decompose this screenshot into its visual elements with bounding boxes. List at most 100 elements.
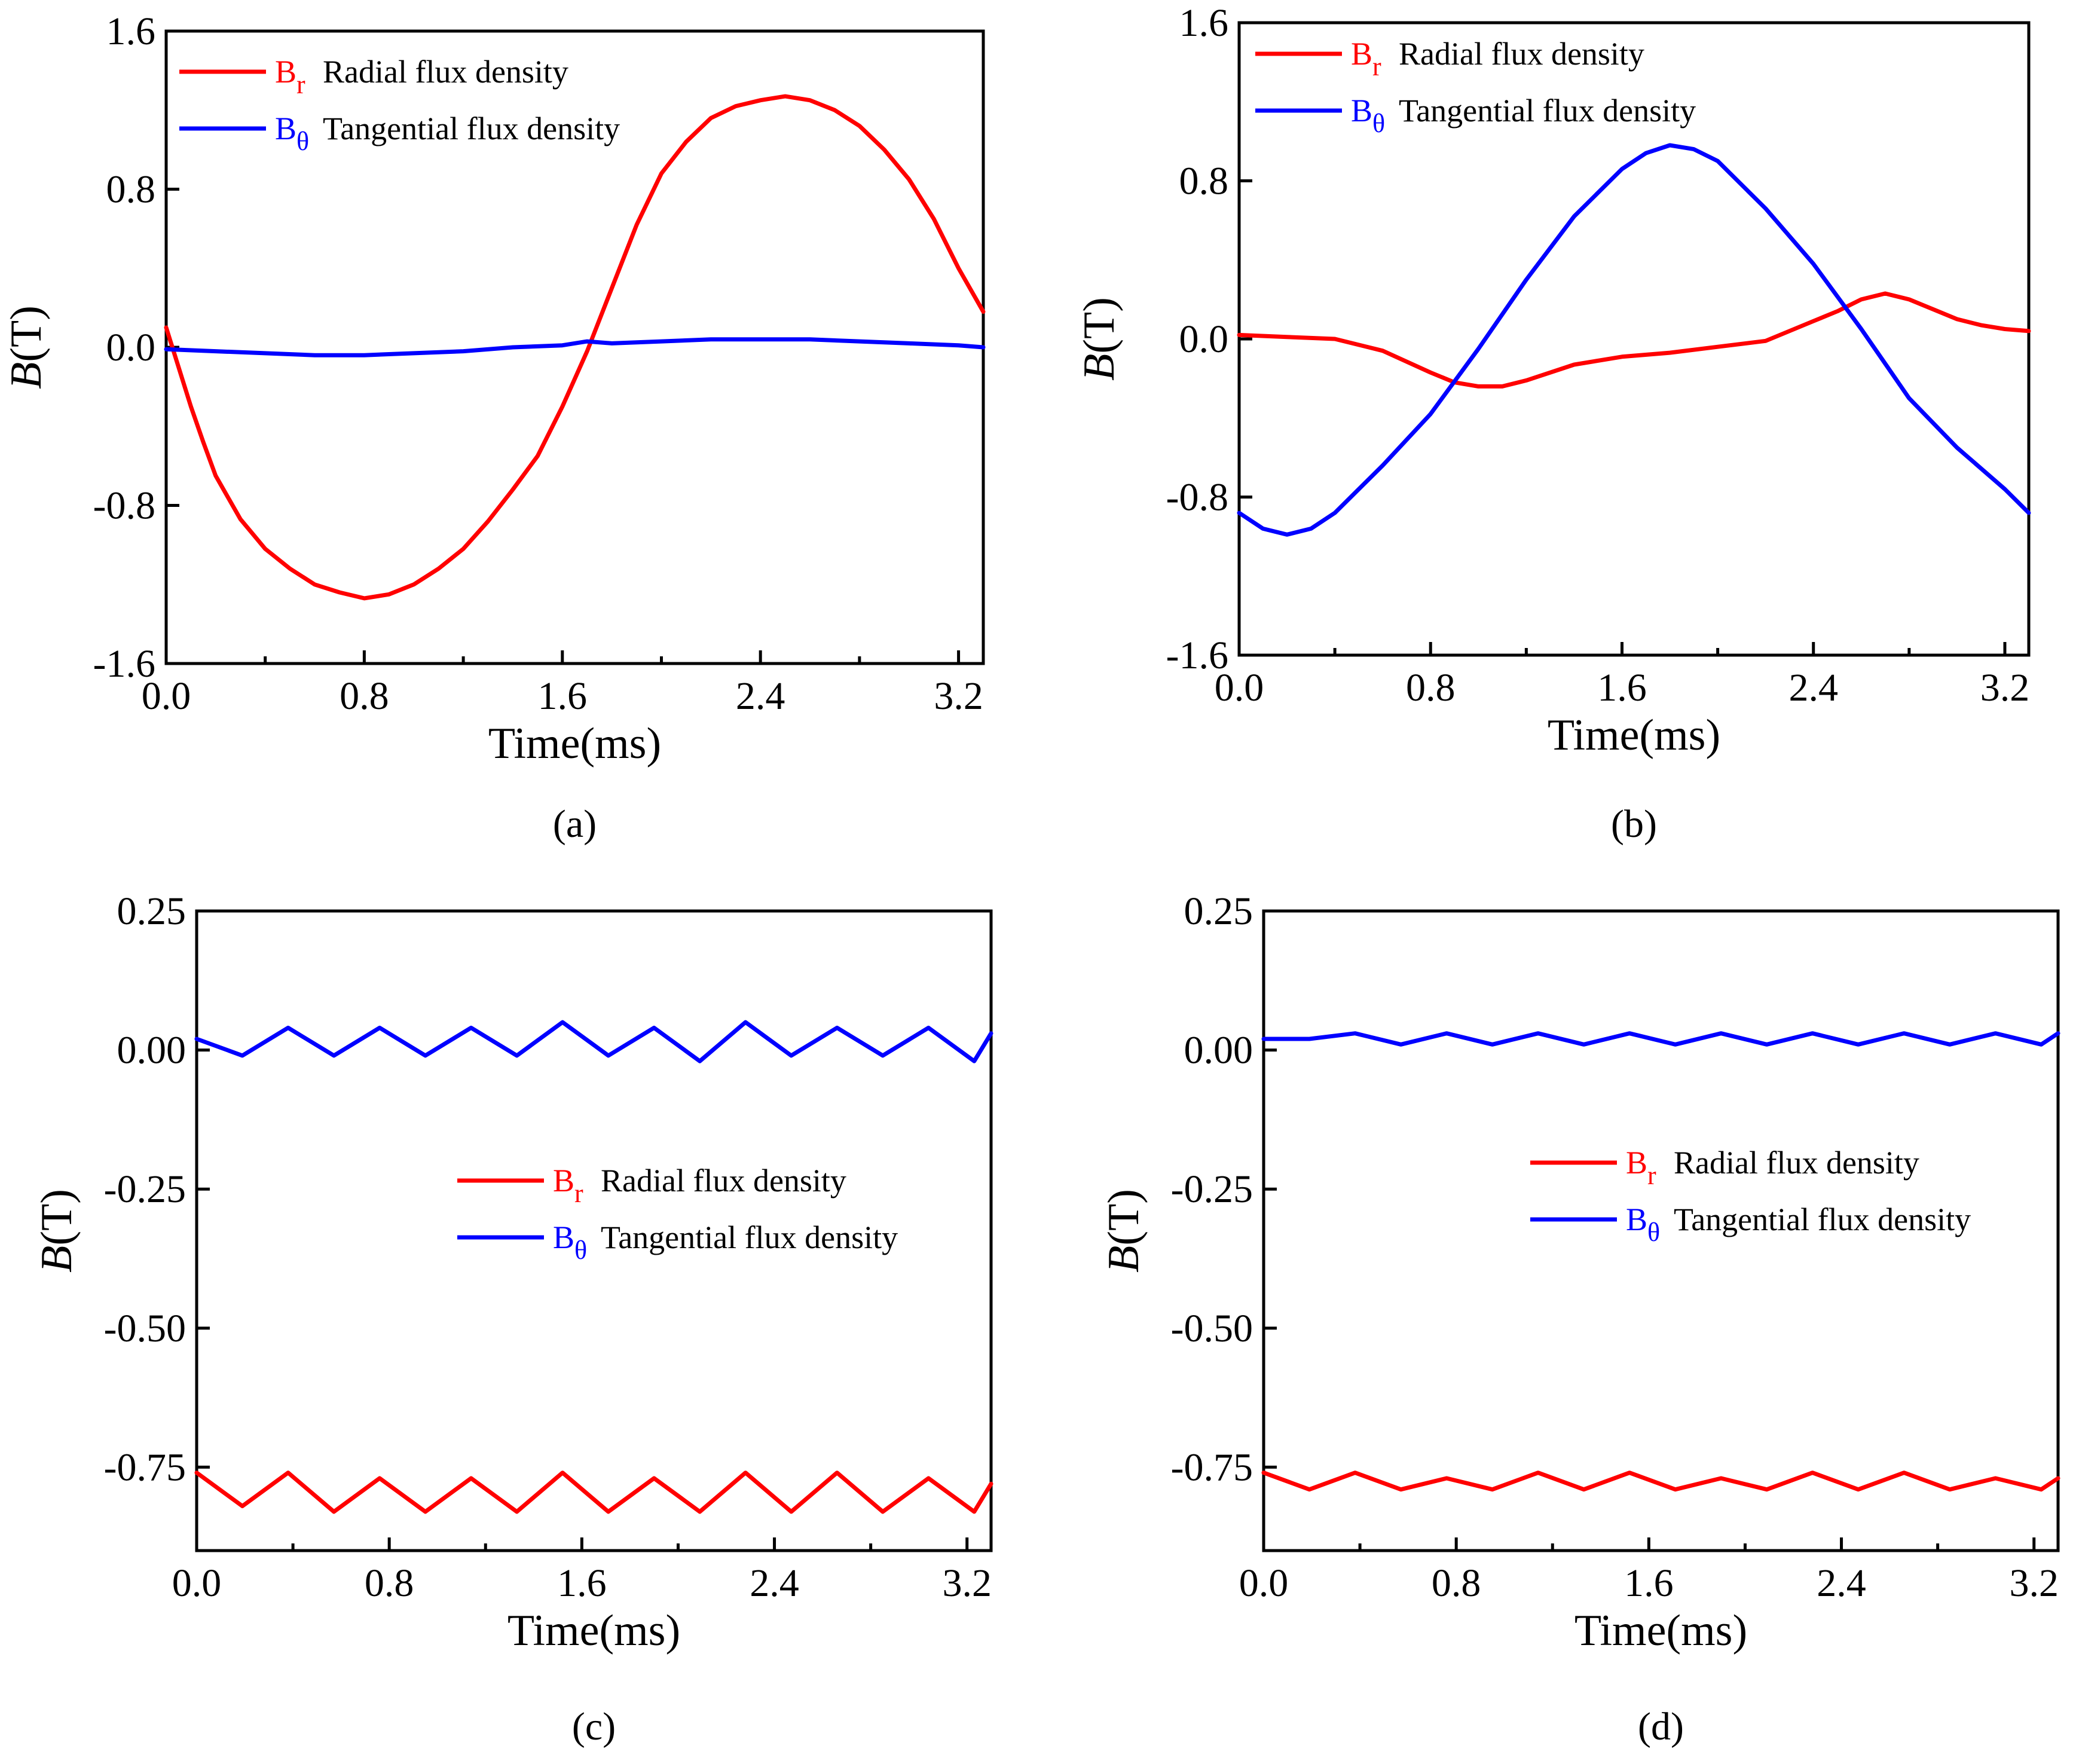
- legend-symbol-subscript: θ: [574, 1236, 587, 1265]
- legend-label: Tangential flux density: [323, 111, 620, 146]
- plot-frame: [1262, 909, 2060, 1552]
- y-tick-label: 0.25: [117, 889, 186, 933]
- y-tick-label: -0.8: [1166, 476, 1228, 519]
- y-axis-symbol: B: [32, 1246, 81, 1273]
- y-tick-label: -0.75: [104, 1445, 186, 1489]
- x-tick-label: 2.4: [1817, 1561, 1866, 1605]
- x-tick-label: 1.6: [1597, 666, 1647, 710]
- legend-symbol-base: B: [553, 1219, 574, 1255]
- panel-label: (a): [553, 802, 597, 846]
- legend-symbol: Bθ: [1351, 93, 1385, 138]
- y-tick-label: -1.6: [1166, 634, 1228, 677]
- plot-frame: [195, 909, 993, 1552]
- y-axis-symbol: B: [2, 362, 51, 389]
- legend-symbol-base: B: [275, 54, 296, 90]
- y-tick-label: 0.0: [106, 326, 156, 369]
- legend-symbol: Br: [1626, 1145, 1656, 1190]
- legend-label: Tangential flux density: [1399, 93, 1696, 129]
- y-tick-label: -0.50: [1171, 1307, 1253, 1350]
- legend-symbol-subscript: θ: [296, 127, 309, 156]
- x-tick-label: 1.6: [557, 1561, 607, 1605]
- x-axis-title: Time(ms): [488, 719, 661, 768]
- y-axis-unit: (T): [1099, 1189, 1148, 1246]
- y-axis-title: B(T): [1099, 1189, 1148, 1273]
- legend-label: Tangential flux density: [601, 1219, 898, 1255]
- x-tick-label: 0.8: [365, 1561, 414, 1605]
- series-line-tangential: [1237, 143, 2031, 537]
- legend-label: Radial flux density: [1399, 36, 1644, 72]
- legend-symbol-base: B: [1626, 1145, 1647, 1181]
- legend-symbol-base: B: [1351, 36, 1372, 72]
- series-line-tangential: [194, 1020, 993, 1063]
- x-tick-label: 1.6: [538, 674, 588, 718]
- legend-symbol-subscript: r: [1372, 52, 1381, 81]
- chart-panel-1: 0.0 0.8 1.6 2.4 3.2-1.6-0.80.00.81.6Time(ms)…: [2, 10, 986, 846]
- legend-symbol-subscript: θ: [1372, 109, 1385, 138]
- x-tick-label: 2.4: [736, 674, 785, 718]
- y-tick-label: -0.25: [1171, 1167, 1253, 1211]
- y-tick-label: 1.6: [106, 10, 156, 53]
- x-tick-label: 0.8: [1406, 666, 1456, 710]
- legend-symbol: Bθ: [553, 1219, 587, 1265]
- y-axis-unit: (T): [1075, 297, 1124, 354]
- series-line-radial: [1237, 291, 2031, 389]
- legend-symbol-base: B: [1351, 93, 1372, 129]
- x-tick-label: 0.0: [142, 674, 191, 718]
- y-tick-label: 0.25: [1184, 889, 1253, 933]
- x-tick-label: 3.2: [942, 1561, 992, 1605]
- y-tick-label: -0.8: [93, 484, 155, 528]
- x-tick-label: 2.4: [750, 1561, 799, 1605]
- legend-symbol-base: B: [275, 111, 296, 146]
- y-tick-label: -1.6: [93, 642, 155, 686]
- y-tick-label: 0.8: [106, 168, 156, 212]
- y-axis-symbol: B: [1075, 354, 1124, 381]
- legend-symbol: Bθ: [1626, 1202, 1660, 1247]
- legend-symbol-subscript: θ: [1647, 1218, 1660, 1247]
- series-line-radial: [1261, 1470, 2060, 1492]
- y-tick-label: -0.50: [104, 1307, 186, 1350]
- y-axis-title: B(T): [32, 1189, 81, 1273]
- series-line-tangential: [164, 337, 986, 357]
- series-line-radial: [164, 94, 986, 601]
- x-axis-title: Time(ms): [1548, 711, 1720, 760]
- y-tick-label: 0.0: [1179, 317, 1229, 361]
- y-axis-title: B(T): [2, 305, 51, 389]
- y-tick-label: -0.25: [104, 1167, 186, 1211]
- legend-label: Tangential flux density: [1674, 1202, 1971, 1237]
- x-tick-label: 0.8: [340, 674, 389, 718]
- chart-panel-2: 0.0 0.8 1.6 2.4 3.2-1.6-0.80.00.81.6Time(ms)…: [1075, 1, 2031, 846]
- legend-label: Radial flux density: [323, 54, 568, 90]
- series-line-radial: [194, 1470, 993, 1514]
- y-axis-unit: (T): [2, 305, 51, 362]
- x-tick-label: 0.0: [1239, 1561, 1289, 1605]
- chart-panel-4: 0.0 0.8 1.6 2.4 3.2 0.25 0.00 -0.25 -0.50 -0.75 Ti…: [1099, 889, 2060, 1748]
- y-axis-unit: (T): [32, 1189, 81, 1246]
- legend-symbol-base: B: [553, 1163, 574, 1199]
- y-tick-label: -0.75: [1171, 1445, 1253, 1489]
- legend-symbol: Br: [275, 54, 305, 99]
- x-tick-label: 0.0: [1215, 666, 1264, 710]
- series-line-tangential: [1261, 1031, 2060, 1047]
- y-tick-label: 0.8: [1179, 160, 1229, 203]
- x-tick-label: 3.2: [2009, 1561, 2059, 1605]
- x-tick-label: 0.0: [172, 1561, 222, 1605]
- x-tick-label: 2.4: [1788, 666, 1838, 710]
- chart-panel-3: 0.0 0.8 1.6 2.4 3.2 0.25 0.00 -0.25 -0.50 -0.75 Ti…: [32, 889, 993, 1748]
- x-tick-label: 0.8: [1432, 1561, 1481, 1605]
- panel-label: (c): [572, 1705, 616, 1748]
- legend-label: Radial flux density: [601, 1163, 846, 1199]
- legend-symbol: Br: [1351, 36, 1381, 81]
- panel-label: (b): [1611, 802, 1657, 846]
- y-axis-title: B(T): [1075, 297, 1124, 381]
- y-tick-label: 1.6: [1179, 1, 1229, 45]
- legend-symbol-subscript: r: [296, 70, 305, 99]
- legend-symbol-base: B: [1626, 1202, 1647, 1237]
- y-tick-label: 0.00: [117, 1029, 186, 1072]
- x-tick-label: 1.6: [1624, 1561, 1674, 1605]
- legend-symbol: Bθ: [275, 111, 309, 156]
- y-axis-symbol: B: [1099, 1246, 1148, 1273]
- legend-symbol-subscript: r: [1647, 1161, 1656, 1190]
- legend-symbol: Br: [553, 1163, 583, 1208]
- legend-label: Radial flux density: [1674, 1145, 1919, 1181]
